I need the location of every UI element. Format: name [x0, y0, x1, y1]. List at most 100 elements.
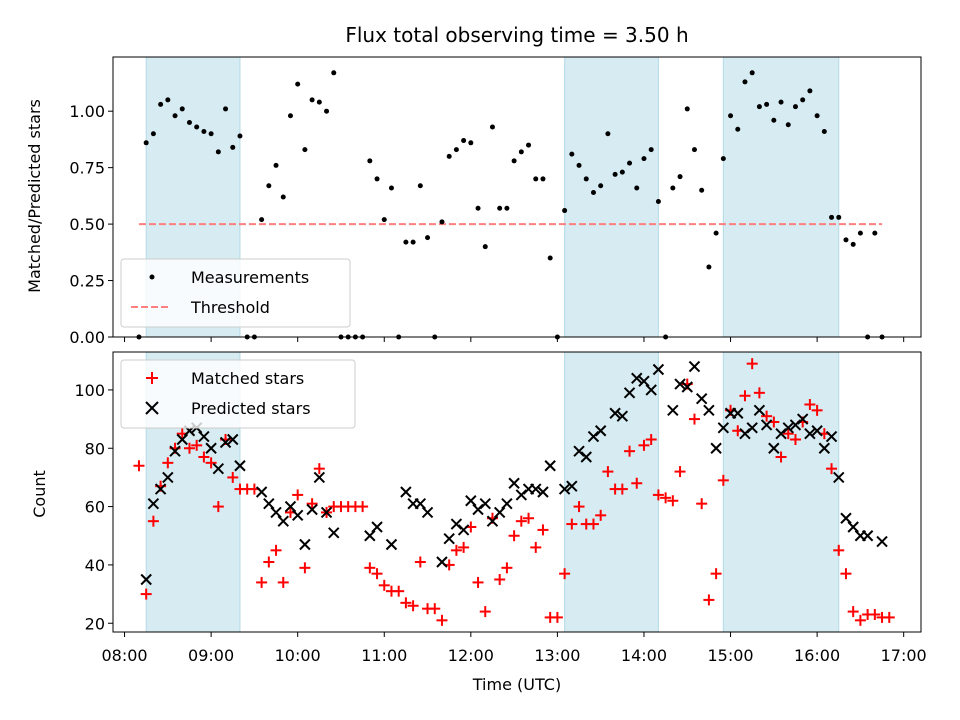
- matched-point: [436, 614, 448, 626]
- matched-point: [566, 518, 578, 530]
- predicted-point: [465, 495, 477, 507]
- matched-point: [183, 442, 195, 454]
- predicted-point-b: [328, 527, 340, 539]
- matched-point: [292, 489, 304, 501]
- predicted-point: [638, 375, 650, 387]
- predicted-point: [508, 477, 520, 489]
- predicted-point: [847, 521, 859, 533]
- matched-point: [450, 544, 462, 556]
- predicted-point-b: [732, 407, 744, 419]
- predicted-point-b: [638, 375, 650, 387]
- measurement-point: [165, 97, 171, 103]
- measurement-point: [287, 113, 293, 119]
- y-tick-label: 1.00: [69, 102, 105, 121]
- predicted-point-b: [205, 442, 217, 454]
- predicted-point-b: [421, 506, 434, 519]
- top-legend: Measurements Threshold: [120, 258, 351, 328]
- predicted-point-b: [674, 378, 686, 390]
- matched-point: [595, 509, 607, 521]
- bottom-panel: 20 40 60 80 100 08:00 09:00 10:00 11:00 12:00 13:…: [30, 351, 927, 694]
- measurement-point: [461, 138, 467, 144]
- measurement-point: [259, 217, 265, 223]
- measurement-point: [807, 88, 813, 94]
- predicted-point: [616, 410, 629, 422]
- predicted-point: [154, 483, 167, 495]
- matched-point: [299, 562, 311, 574]
- measurement-point: [605, 131, 611, 137]
- measurement-point: [201, 129, 207, 135]
- predicted-point-b: [537, 486, 549, 498]
- predicted-point: [667, 404, 679, 417]
- measurement-point: [627, 160, 633, 166]
- top-y-axis-label: Matched/Predicted stars: [25, 99, 44, 293]
- matched-point: [205, 457, 217, 469]
- predicted-point: [263, 497, 275, 510]
- matched-point: [479, 606, 491, 618]
- measurement-point: [569, 151, 575, 157]
- measurement-point: [583, 176, 589, 182]
- predicted-point: [645, 384, 657, 396]
- measurement-point: [446, 153, 452, 159]
- predicted-point: [414, 497, 427, 510]
- measurement-point: [547, 255, 553, 261]
- predicted-point: [760, 419, 773, 431]
- predicted-point-b: [594, 425, 607, 437]
- bottom-predicted-points: [140, 360, 888, 586]
- measurement-point: [540, 176, 546, 182]
- measurement-point: [266, 183, 272, 189]
- measurement-point: [223, 106, 229, 112]
- predicted-point: [270, 506, 282, 519]
- shaded-interval-3: [722, 351, 840, 633]
- matched-point: [458, 541, 470, 553]
- matched-point: [782, 428, 794, 440]
- predicted-point: [400, 486, 412, 498]
- predicted-point: [674, 378, 686, 390]
- top-measurement-points: [136, 70, 885, 340]
- matched-point: [494, 574, 506, 585]
- predicted-point: [479, 497, 491, 510]
- matched-point: [573, 501, 585, 513]
- predicted-point: [811, 425, 823, 437]
- predicted-point-b: [169, 445, 181, 457]
- measurement-point: [295, 81, 301, 87]
- predicted-point-b: [710, 442, 722, 454]
- matched-point: [256, 576, 268, 588]
- bottom-axes-frame: [112, 351, 922, 633]
- predicted-point: [695, 392, 708, 405]
- matched-point: [378, 579, 390, 591]
- measurement-point: [374, 176, 380, 182]
- y-tick-label: 60: [85, 498, 105, 517]
- measurement-point: [179, 106, 185, 112]
- predicted-point-b: [623, 387, 636, 399]
- matched-point: [775, 451, 787, 463]
- y-tick-label: 0.75: [69, 159, 105, 178]
- measurement-point: [785, 122, 791, 128]
- matched-point: [804, 399, 816, 410]
- x-tick-label: 15:00: [707, 646, 753, 665]
- predicted-point-b: [847, 521, 859, 533]
- top-axes-frame: [112, 56, 922, 338]
- matched-point: [833, 544, 845, 556]
- measurement-point: [230, 144, 236, 150]
- measurement-point: [821, 129, 827, 135]
- matched-point: [407, 600, 419, 612]
- x-tick-label: 17:00: [881, 646, 927, 665]
- predicted-point-b: [320, 506, 333, 519]
- matched-point: [523, 512, 535, 524]
- matched-point: [147, 515, 159, 527]
- measurement-point: [843, 237, 849, 243]
- measurement-point: [684, 106, 690, 112]
- measurement-point: [388, 185, 394, 191]
- matched-point: [587, 518, 599, 530]
- measurement-point: [237, 133, 243, 139]
- predicted-point: [710, 442, 722, 454]
- predicted-point: [746, 422, 758, 434]
- measurement-point: [526, 142, 532, 148]
- predicted-point: [140, 573, 152, 586]
- y-tick-label: 20: [85, 614, 105, 633]
- predicted-point-b: [703, 404, 715, 417]
- matched-point: [400, 597, 412, 609]
- legend-predicted-marker: [145, 401, 159, 415]
- measurement-point: [518, 149, 524, 155]
- bottom-shaded-regions: [145, 351, 840, 633]
